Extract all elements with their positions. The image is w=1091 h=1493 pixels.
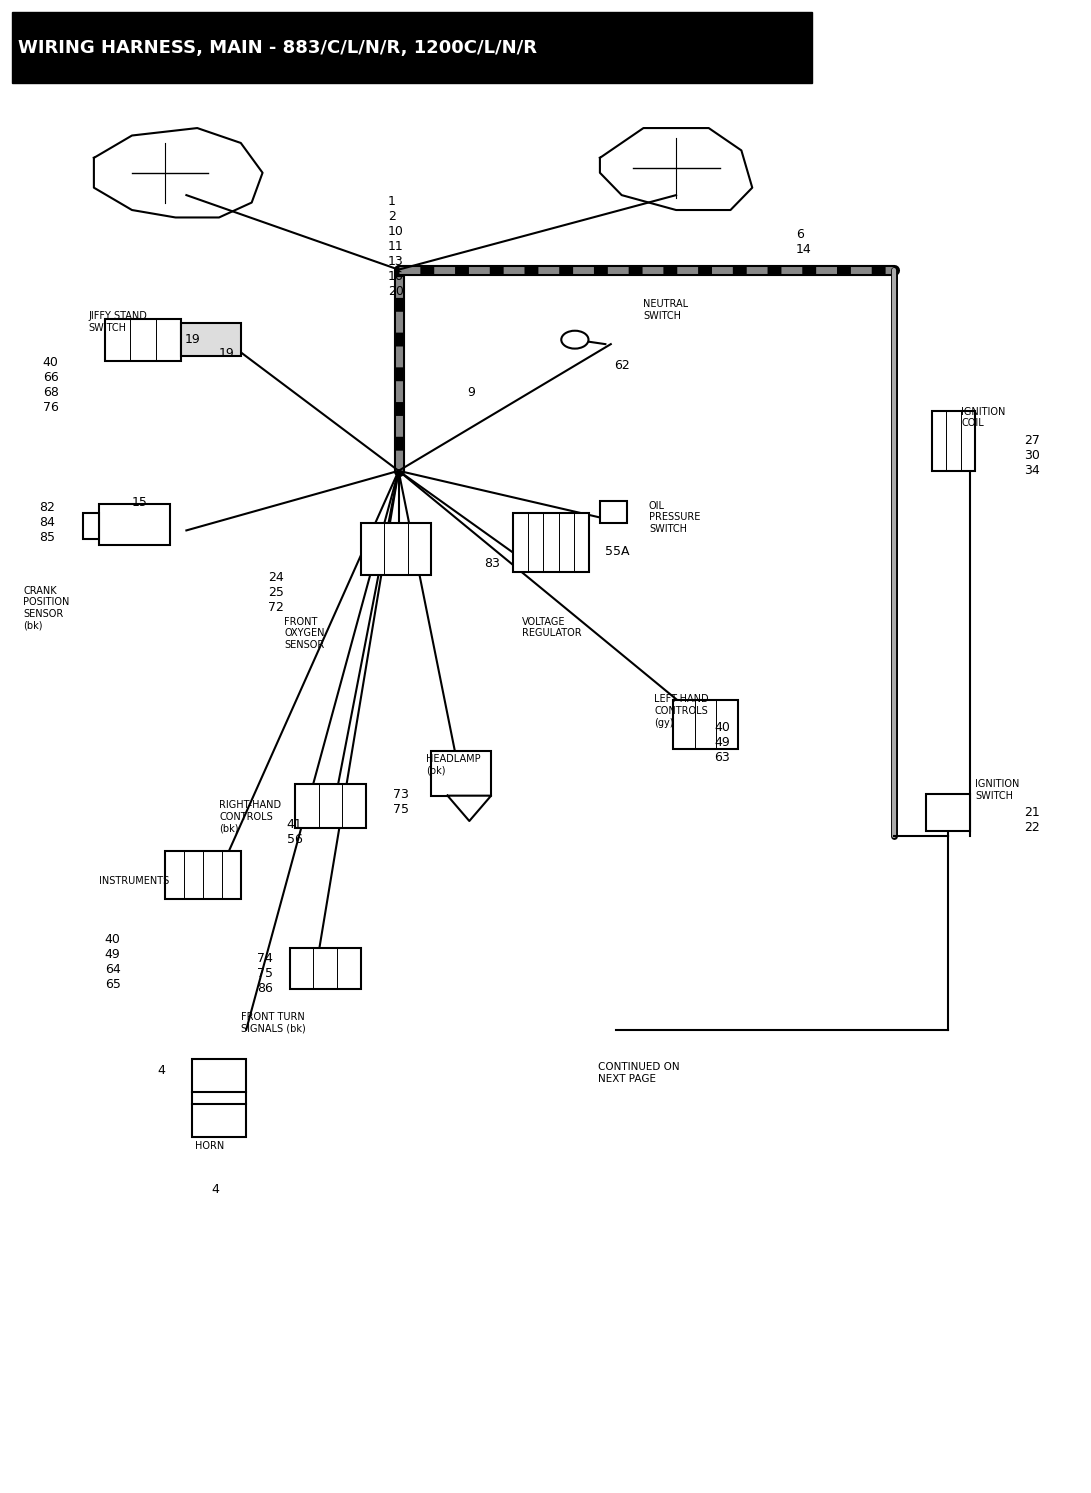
Text: 41
56: 41 56 — [287, 818, 302, 847]
Text: HORN: HORN — [195, 1142, 225, 1151]
Text: RIGHT-HAND
CONTROLS
(bk): RIGHT-HAND CONTROLS (bk) — [219, 800, 281, 833]
Text: 55A: 55A — [606, 545, 630, 558]
Text: 73
75: 73 75 — [393, 788, 409, 817]
Text: 9: 9 — [468, 385, 476, 399]
Bar — [83, 512, 99, 539]
Polygon shape — [94, 128, 263, 218]
Bar — [192, 1060, 247, 1093]
Bar — [600, 500, 627, 523]
Bar — [290, 948, 360, 990]
Text: JIFFY STAND
SWITCH: JIFFY STAND SWITCH — [88, 312, 147, 333]
Bar — [296, 784, 365, 829]
Text: 15: 15 — [132, 496, 148, 509]
Text: 4: 4 — [157, 1065, 165, 1076]
Polygon shape — [447, 796, 491, 821]
Bar — [513, 512, 589, 572]
Text: LEFT-HAND
CONTROLS
(gy): LEFT-HAND CONTROLS (gy) — [655, 694, 709, 727]
Text: 21
22: 21 22 — [1024, 806, 1040, 835]
Text: HEADLAMP
(bk): HEADLAMP (bk) — [425, 754, 480, 775]
Bar — [99, 503, 170, 545]
Bar — [181, 324, 241, 355]
Text: 4: 4 — [212, 1182, 219, 1196]
Text: 19: 19 — [184, 333, 200, 346]
Text: VOLTAGE
REGULATOR: VOLTAGE REGULATOR — [521, 617, 582, 639]
Bar — [12, 12, 812, 84]
Text: CRANK
POSITION
SENSOR
(bk): CRANK POSITION SENSOR (bk) — [23, 585, 70, 630]
Bar — [673, 700, 739, 749]
Text: 40
49
64
65: 40 49 64 65 — [105, 933, 121, 991]
Text: 19: 19 — [219, 346, 235, 360]
Bar — [926, 794, 970, 832]
Text: 24
25
72: 24 25 72 — [268, 570, 284, 614]
Text: 40
66
68
76: 40 66 68 76 — [43, 355, 59, 414]
Text: 82
84
85: 82 84 85 — [39, 500, 56, 543]
Text: FRONT
OXYGEN
SENSOR: FRONT OXYGEN SENSOR — [285, 617, 325, 649]
Text: NEUTRAL
SWITCH: NEUTRAL SWITCH — [644, 300, 688, 321]
Bar — [431, 751, 491, 796]
Text: WIRING HARNESS, MAIN - 883/C/L/N/R, 1200C/L/N/R: WIRING HARNESS, MAIN - 883/C/L/N/R, 1200… — [17, 39, 537, 57]
Polygon shape — [600, 128, 753, 211]
Text: 1
2
10
11
13
16
20: 1 2 10 11 13 16 20 — [387, 196, 404, 299]
Text: 6
14: 6 14 — [795, 228, 812, 255]
Bar — [360, 523, 431, 575]
Text: 62: 62 — [614, 358, 630, 372]
Bar — [165, 851, 241, 899]
Text: 27
30
34: 27 30 34 — [1024, 433, 1040, 476]
Text: 74
75
86: 74 75 86 — [257, 953, 273, 996]
Text: IGNITION
SWITCH: IGNITION SWITCH — [975, 779, 1020, 800]
Text: FRONT TURN
SIGNALS (bk): FRONT TURN SIGNALS (bk) — [241, 1012, 305, 1033]
Bar — [192, 1105, 247, 1138]
Bar — [105, 320, 181, 360]
Text: IGNITION
COIL: IGNITION COIL — [961, 406, 1006, 428]
Ellipse shape — [561, 331, 588, 348]
Text: 83: 83 — [484, 557, 501, 570]
Text: INSTRUMENTS: INSTRUMENTS — [99, 876, 169, 887]
Text: 40
49
63: 40 49 63 — [715, 721, 730, 764]
Bar — [932, 411, 975, 470]
Text: CONTINUED ON
NEXT PAGE: CONTINUED ON NEXT PAGE — [598, 1063, 680, 1084]
Text: OIL
PRESSURE
SWITCH: OIL PRESSURE SWITCH — [649, 500, 700, 534]
